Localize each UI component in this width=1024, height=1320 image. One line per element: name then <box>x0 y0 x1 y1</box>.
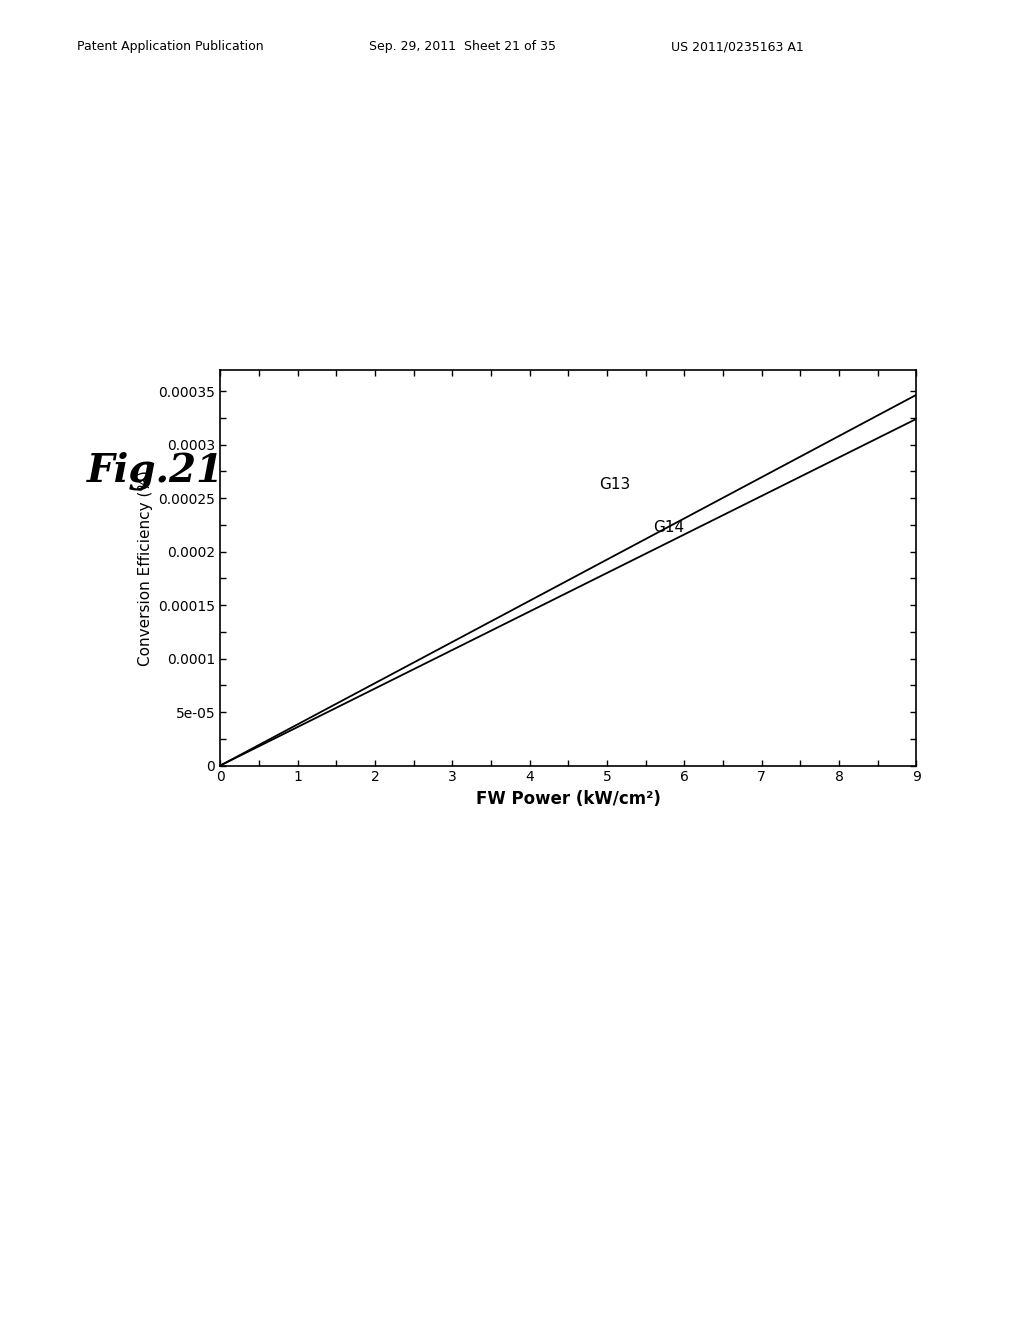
Text: US 2011/0235163 A1: US 2011/0235163 A1 <box>671 40 804 53</box>
Text: G13: G13 <box>599 478 631 492</box>
X-axis label: FW Power (kW/cm²): FW Power (kW/cm²) <box>476 789 660 808</box>
Y-axis label: Conversion Efficiency (%): Conversion Efficiency (%) <box>138 470 153 665</box>
Text: Fig.21: Fig.21 <box>87 451 224 490</box>
Text: Sep. 29, 2011  Sheet 21 of 35: Sep. 29, 2011 Sheet 21 of 35 <box>369 40 556 53</box>
Text: G14: G14 <box>653 520 685 536</box>
Text: Patent Application Publication: Patent Application Publication <box>77 40 263 53</box>
